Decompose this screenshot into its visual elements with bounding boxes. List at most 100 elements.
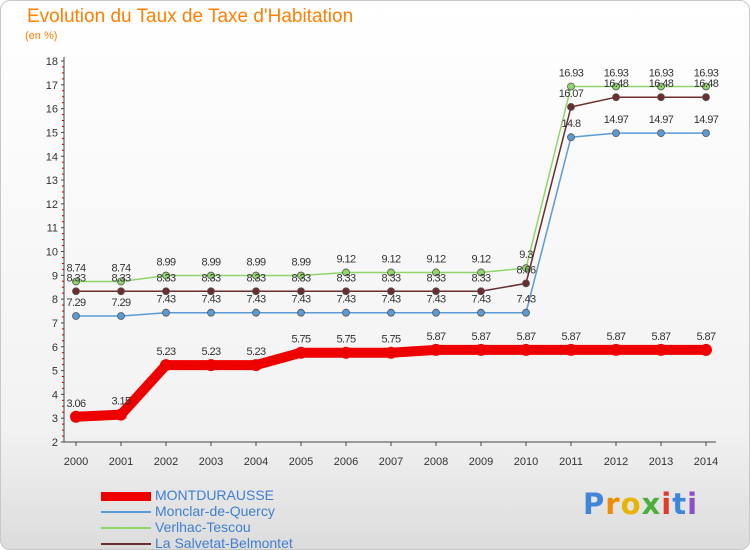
data-label: 16.93 <box>694 67 719 79</box>
x-tick-label: 2002 <box>154 456 178 468</box>
data-point <box>207 308 215 317</box>
y-tick-label: 4 <box>52 389 58 401</box>
data-point <box>612 129 620 138</box>
data-label: 5.87 <box>606 331 625 343</box>
data-label: 7.29 <box>66 297 85 309</box>
data-label: 5.87 <box>696 331 715 343</box>
data-label: 3.06 <box>66 398 85 410</box>
legend-item: MONTDURAUSSE <box>101 487 293 503</box>
data-label: 16.93 <box>604 67 629 79</box>
data-label: 16.93 <box>649 67 674 79</box>
data-point <box>297 308 305 317</box>
data-label: 5.23 <box>201 346 220 358</box>
data-label: 5.75 <box>291 334 310 346</box>
y-tick-label: 3 <box>52 413 58 425</box>
legend-item: Verlhac-Tescou <box>101 519 293 535</box>
data-point <box>612 93 620 102</box>
data-label: 8.99 <box>201 257 220 269</box>
data-label: 9.12 <box>381 253 400 265</box>
data-point <box>297 287 305 296</box>
data-point <box>657 93 665 102</box>
data-point <box>342 308 350 317</box>
data-point <box>520 343 532 356</box>
data-label: 16.48 <box>604 78 629 90</box>
series-line <box>71 344 711 422</box>
data-point <box>162 308 170 317</box>
data-label: 8.33 <box>66 272 85 284</box>
data-point <box>475 343 487 356</box>
legend-swatch <box>101 491 151 501</box>
y-tick-label: 14 <box>46 151 58 163</box>
x-tick-label: 2014 <box>694 456 718 468</box>
data-point <box>340 346 352 359</box>
logo-letter: r <box>605 487 621 521</box>
data-point <box>162 271 170 280</box>
data-point <box>477 287 485 296</box>
data-label: 5.75 <box>336 334 355 346</box>
logo-letter: P <box>583 487 606 521</box>
data-label: 7.43 <box>336 294 355 306</box>
data-point <box>72 312 80 320</box>
data-point <box>432 308 440 317</box>
data-point <box>567 82 575 91</box>
data-point <box>117 277 125 286</box>
data-label: 7.43 <box>156 294 175 306</box>
data-label: 8.33 <box>471 272 490 284</box>
x-tick-label: 2008 <box>424 456 448 468</box>
y-tick-label: 17 <box>46 80 58 92</box>
y-tick-label: 8 <box>52 294 58 306</box>
series-la-salvetat-belmontet <box>72 93 710 296</box>
data-label: 8.33 <box>291 272 310 284</box>
legend-swatch <box>101 511 151 514</box>
data-point <box>432 287 440 296</box>
data-point <box>297 271 305 280</box>
x-tick-label: 2004 <box>244 456 268 468</box>
data-label: 5.87 <box>651 331 670 343</box>
data-label: 14.97 <box>649 114 674 126</box>
data-label: 9.12 <box>336 253 355 265</box>
data-point <box>207 287 215 296</box>
data-label: 8.99 <box>246 257 265 269</box>
data-label: 14.97 <box>694 114 719 126</box>
data-label: 14.97 <box>604 114 629 126</box>
logo-letter: x <box>641 487 662 521</box>
data-label: 8.33 <box>336 272 355 284</box>
data-point <box>702 129 710 138</box>
data-point <box>250 359 262 372</box>
data-point <box>252 271 260 280</box>
data-label: 5.87 <box>471 331 490 343</box>
y-tick-label: 10 <box>46 247 58 259</box>
data-label: 8.74 <box>111 263 130 275</box>
data-label: 7.43 <box>471 294 490 306</box>
data-label: 16.48 <box>694 78 719 90</box>
data-point <box>342 287 350 296</box>
data-label: 7.43 <box>246 294 265 306</box>
chart-legend: MONTDURAUSSE Monclar-de-Quercy Verlhac-Tes… <box>101 487 293 549</box>
data-point <box>522 308 530 317</box>
legend-item: Monclar-de-Quercy <box>101 503 293 519</box>
data-point <box>295 346 307 359</box>
x-tick-label: 2012 <box>604 456 628 468</box>
data-point <box>657 129 665 138</box>
data-point <box>387 268 395 277</box>
data-label: 8.66 <box>516 264 535 276</box>
data-point <box>565 343 577 356</box>
logo-letter: t <box>672 487 688 521</box>
data-point <box>72 287 80 296</box>
data-point <box>522 279 530 288</box>
x-tick-label: 2006 <box>334 456 358 468</box>
data-point <box>252 308 260 317</box>
data-point <box>432 268 440 277</box>
y-tick-label: 16 <box>46 104 58 116</box>
x-tick-label: 2011 <box>559 456 583 468</box>
y-tick-label: 12 <box>46 199 58 211</box>
data-point <box>205 359 217 372</box>
data-label: 8.33 <box>156 272 175 284</box>
y-tick-label: 5 <box>52 366 58 378</box>
y-tick-label: 7 <box>52 318 58 330</box>
data-point <box>117 287 125 296</box>
data-point <box>385 346 397 359</box>
legend-item: La Salvetat-Belmontet <box>101 535 293 549</box>
